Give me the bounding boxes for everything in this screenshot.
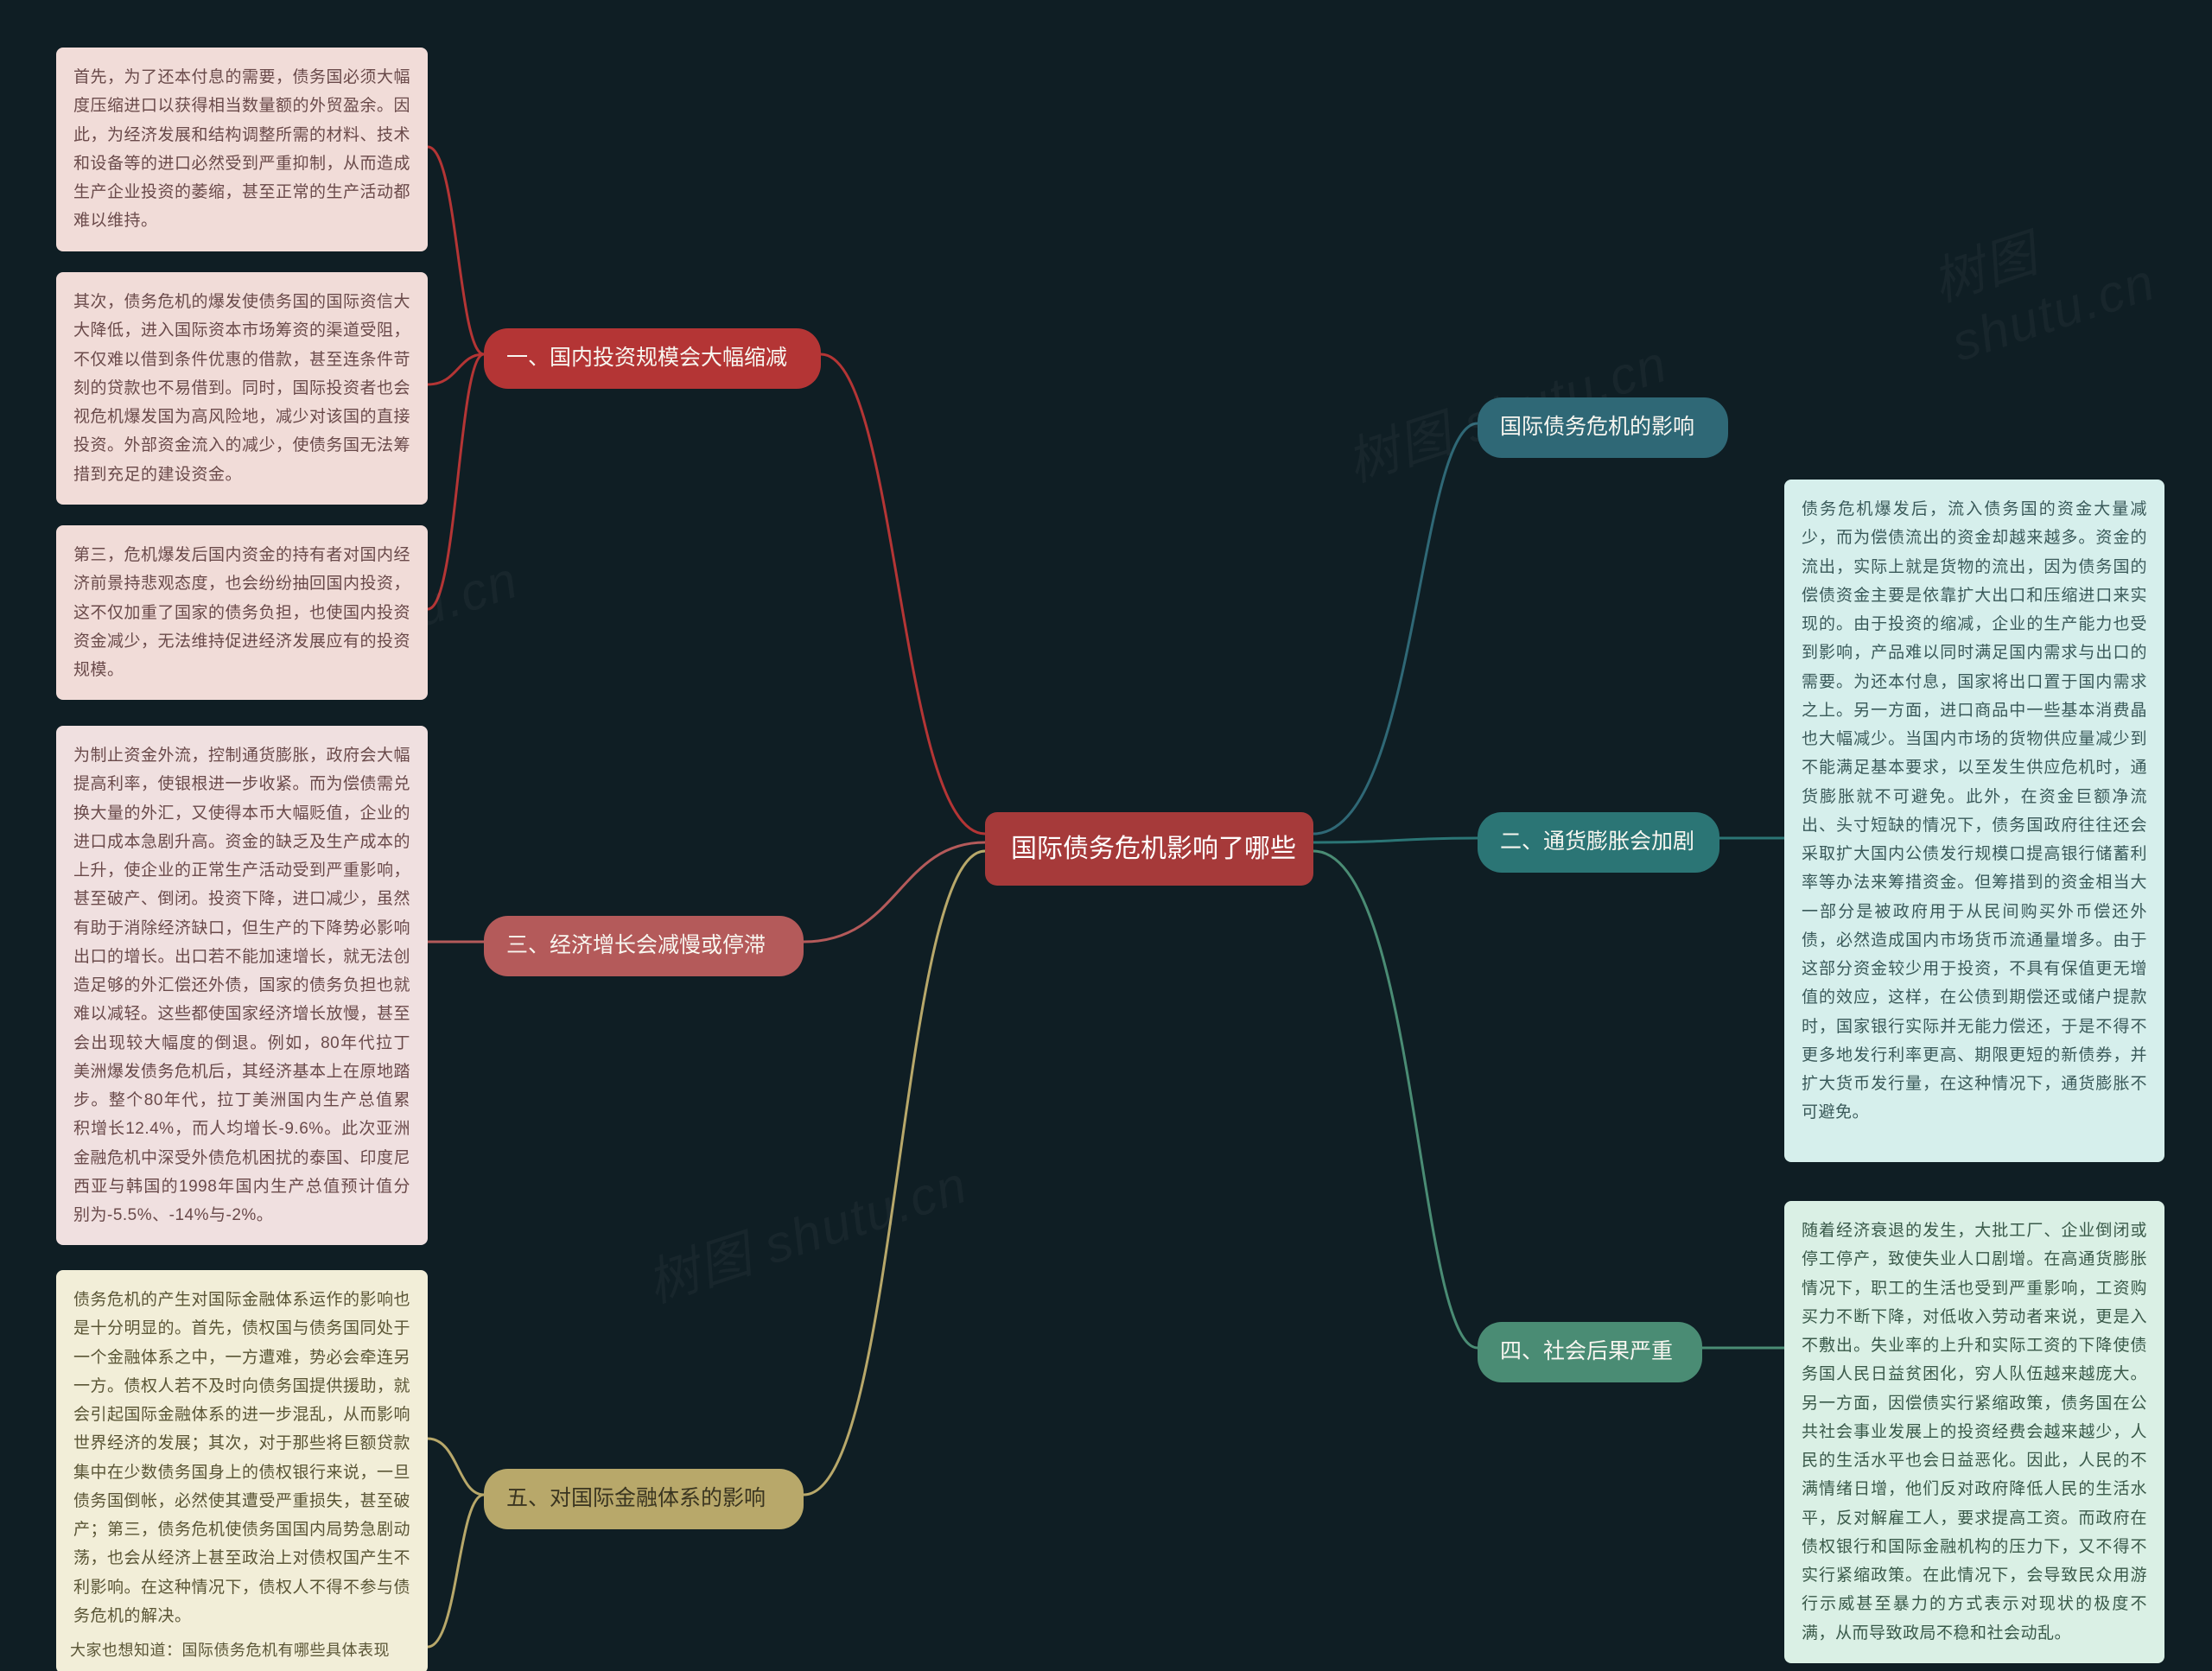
leaf-growth-detail[interactable]: 为制止资金外流，控制通货膨胀，政府会大幅提高利率，使银根进一步收紧。而为偿债需兑… — [56, 726, 428, 1245]
branch-influence[interactable]: 国际债务危机的影响 — [1478, 397, 1728, 458]
leaf-finance-2[interactable]: 大家也想知道：国际债务危机有哪些具体表现 — [56, 1629, 428, 1671]
leaf-finance-1[interactable]: 债务危机的产生对国际金融体系运作的影响也是十分明显的。首先，债权国与债务国同处于… — [56, 1270, 428, 1646]
branch-growth[interactable]: 三、经济增长会减慢或停滞 — [484, 916, 804, 976]
watermark: 树图 shutu.cn — [636, 1143, 976, 1318]
watermark: 树图 shutu.cn — [1922, 159, 2212, 372]
branch-inflation[interactable]: 二、通货膨胀会加剧 — [1478, 812, 1719, 873]
leaf-investment-1[interactable]: 首先，为了还本付息的需要，债务国必须大幅度压缩进口以获得相当数量额的外贸盈余。因… — [56, 48, 428, 251]
leaf-social-detail[interactable]: 随着经济衰退的发生，大批工厂、企业倒闭或停工停产，致使失业人口剧增。在高通货膨胀… — [1784, 1201, 2164, 1663]
branch-finance[interactable]: 五、对国际金融体系的影响 — [484, 1469, 804, 1529]
branch-social[interactable]: 四、社会后果严重 — [1478, 1322, 1702, 1382]
leaf-inflation-detail[interactable]: 债务危机爆发后，流入债务国的资金大量减少，而为偿债流出的资金却越来越多。资金的流… — [1784, 480, 2164, 1162]
center-node[interactable]: 国际债务危机影响了哪些 — [985, 812, 1313, 886]
leaf-investment-3[interactable]: 第三，危机爆发后国内资金的持有者对国内经济前景持悲观态度，也会纷纷抽回国内投资，… — [56, 525, 428, 700]
leaf-investment-2[interactable]: 其次，债务危机的爆发使债务国的国际资信大大降低，进入国际资本市场筹资的渠道受阻，… — [56, 272, 428, 505]
branch-investment[interactable]: 一、国内投资规模会大幅缩减 — [484, 328, 821, 389]
